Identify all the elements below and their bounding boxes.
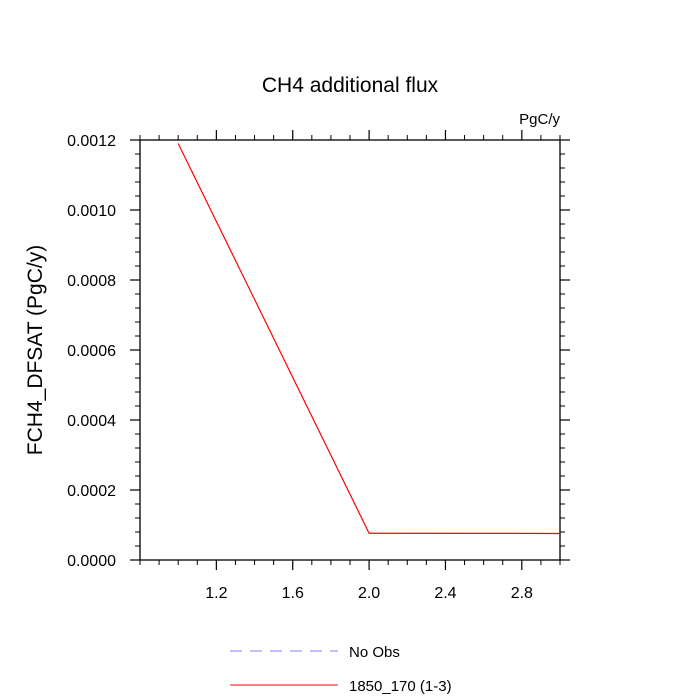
series-line-1 bbox=[177, 143, 561, 535]
y-tick-label: 0.0004 bbox=[67, 413, 116, 430]
x-tick-label: 1.6 bbox=[282, 585, 304, 602]
axes-ticks bbox=[130, 130, 570, 570]
y-tick-label: 0.0010 bbox=[67, 203, 116, 220]
plot-frame bbox=[139, 139, 561, 561]
y-tick-label: 0.0000 bbox=[67, 553, 116, 570]
y-tick-label: 0.0002 bbox=[67, 483, 116, 500]
y-tick-label: 0.0012 bbox=[67, 133, 116, 150]
y-tick-label: 0.0008 bbox=[67, 273, 116, 290]
legend-label: 1850_170 (1-3) bbox=[349, 678, 452, 695]
x-tick-label: 2.0 bbox=[358, 585, 380, 602]
chart-title: CH4 additional flux bbox=[262, 74, 439, 97]
legend-label: No Obs bbox=[349, 644, 400, 661]
tick-labels: 1.2 1.6 2.0 2.4 2.8 0.0000 0.0002 0.0004 0.0006 0… bbox=[67, 133, 533, 602]
x-tick-label: 2.8 bbox=[511, 585, 533, 602]
y-axis-label: FCH4_DFSAT (PgC/y) bbox=[24, 245, 47, 455]
units-label: PgC/y bbox=[519, 111, 560, 128]
x-tick-label: 1.2 bbox=[205, 585, 227, 602]
y-tick-label: 0.0006 bbox=[67, 343, 116, 360]
x-tick-label: 2.4 bbox=[434, 585, 456, 602]
series-layer bbox=[177, 143, 561, 535]
legend: No Obs 1850_170 (1-3) bbox=[230, 644, 452, 695]
